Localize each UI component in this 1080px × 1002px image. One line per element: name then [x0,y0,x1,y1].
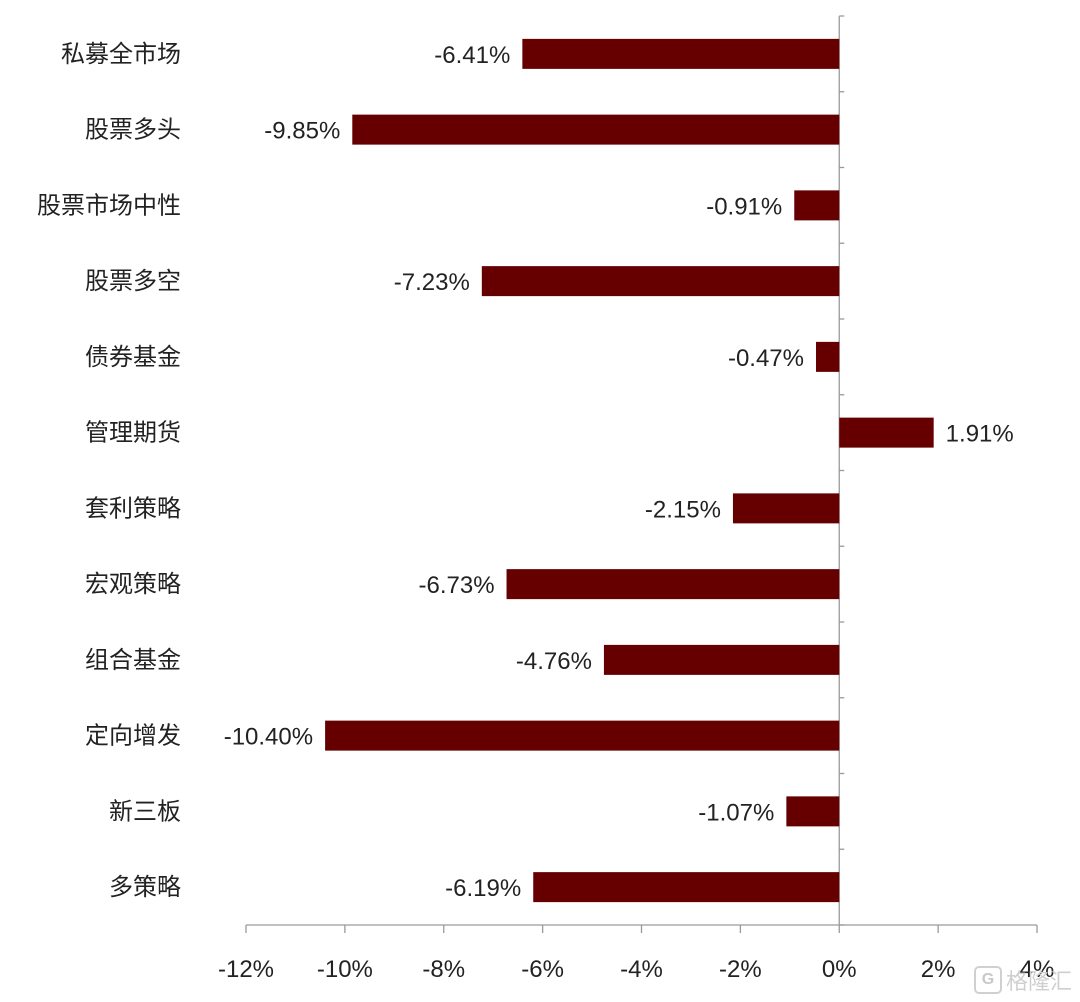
x-tick-label: 2% [921,956,956,983]
category-label: 股票市场中性 [37,191,181,219]
category-label: 债券基金 [85,343,181,371]
data-label: -0.47% [728,345,804,372]
data-label: -1.07% [698,799,774,826]
x-tick-label: -6% [521,956,564,983]
category-label: 套利策略 [85,494,181,522]
bar [794,190,840,221]
bar [352,114,840,145]
category-label: 股票多空 [85,267,181,295]
data-label: -6.41% [434,42,510,69]
data-label: -6.19% [445,875,521,902]
x-tick-label: -2% [719,956,762,983]
data-label: -6.73% [418,572,494,599]
bar [506,569,840,600]
bar [786,796,840,827]
bar [816,341,840,372]
bar [839,417,934,448]
category-label: 股票多头 [85,116,181,144]
watermark: G 格隆汇 [973,964,1072,996]
bar [325,720,840,751]
data-label: 1.91% [946,421,1014,448]
data-label: -9.85% [264,118,340,145]
bar [522,38,840,69]
data-label: -4.76% [516,648,592,675]
labels: -12% -10% -8% -6% -4% -2% 0% 2% 4% 私募全市场 -6.41% 股票多… [37,40,1054,983]
x-tick-label: 0% [822,956,857,983]
category-label: 宏观策略 [85,570,181,598]
watermark-logo-icon: G [973,966,1002,994]
data-label: -10.40% [224,724,313,751]
watermark-text: 格隆汇 [1005,970,1072,995]
x-tick-label: -10% [317,956,373,983]
category-label: 定向增发 [85,722,181,750]
x-tick-label: -4% [620,956,663,983]
category-label: 私募全市场 [61,40,181,68]
category-label: 组合基金 [85,646,181,674]
data-label: -7.23% [394,269,470,296]
bar [481,266,840,297]
category-label: 多策略 [109,873,181,901]
category-label: 新三板 [109,797,181,825]
bar [732,493,840,524]
x-tick-label: 4% [1020,956,1055,983]
category-label: 管理期货 [85,419,181,447]
bar [533,872,840,903]
data-label: -2.15% [645,496,721,523]
x-tick-label: -12% [218,956,274,983]
x-tick-label: -8% [422,956,465,983]
axes [245,15,1038,933]
bar [603,644,840,675]
bars [325,38,934,903]
data-label: -0.91% [706,193,782,220]
